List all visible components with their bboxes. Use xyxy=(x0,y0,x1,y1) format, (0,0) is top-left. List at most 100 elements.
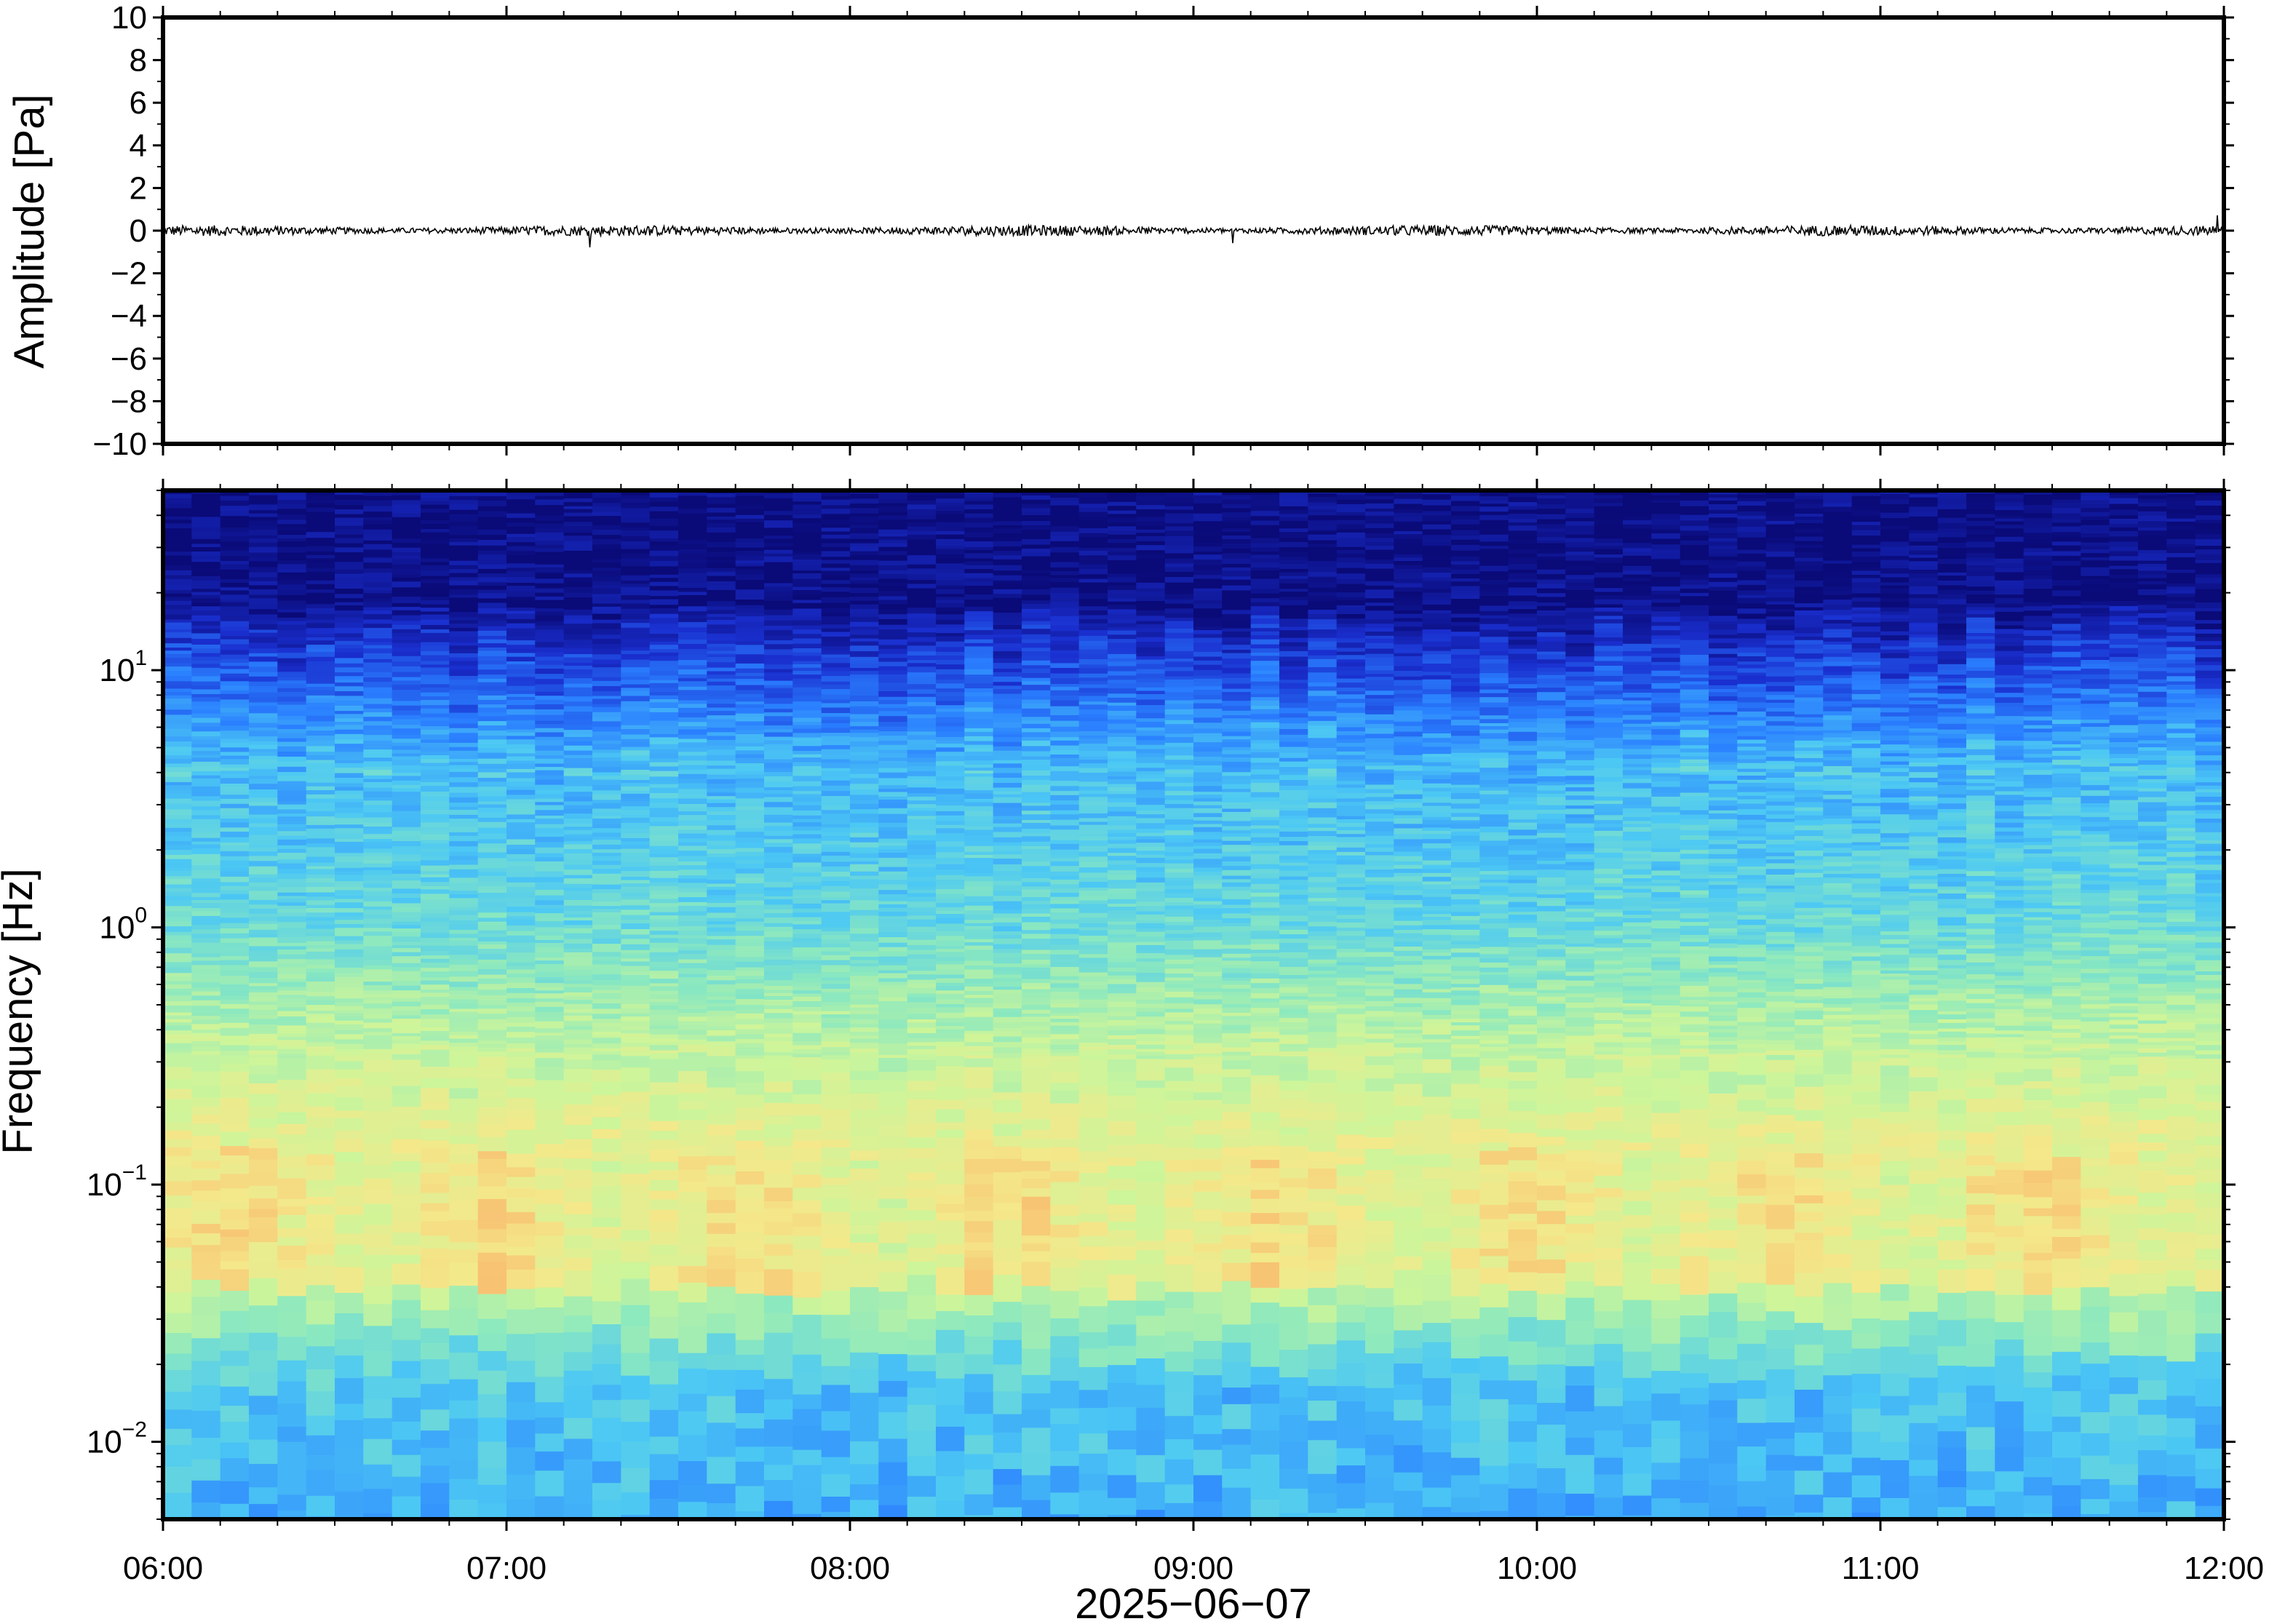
spectrogram-cell xyxy=(563,797,593,803)
spectrogram-cell xyxy=(936,1099,966,1110)
spectrogram-cell xyxy=(306,1032,335,1038)
spectrogram-cell xyxy=(678,943,708,948)
spectrogram-cell xyxy=(735,1051,765,1056)
spectrogram-cell xyxy=(878,506,908,512)
spectrogram-cell xyxy=(850,584,880,589)
spectrogram-cell xyxy=(220,599,250,603)
spectrogram-cell xyxy=(850,867,880,872)
spectrogram-cell xyxy=(220,631,250,637)
spectrogram-cell xyxy=(163,1025,193,1031)
spectrogram-cell xyxy=(506,551,536,556)
spectrogram-cell xyxy=(993,896,1022,902)
spectrogram-cell xyxy=(878,1055,908,1059)
spectrogram-cell xyxy=(964,1097,994,1110)
spectrogram-cell xyxy=(821,1027,851,1035)
spectrogram-cell xyxy=(220,1422,250,1444)
spectrogram-cell xyxy=(878,700,908,705)
spectrogram-cell xyxy=(249,1278,279,1307)
spectrogram-cell xyxy=(506,1167,536,1178)
spectrogram-cell xyxy=(163,1019,193,1023)
spectrogram-cell xyxy=(792,872,822,877)
spectrogram-cell xyxy=(850,668,880,672)
spectrogram-cell xyxy=(764,971,794,976)
spectrogram-cell xyxy=(335,994,365,1000)
spectrogram-cell xyxy=(392,1024,421,1031)
spectrogram-cell xyxy=(678,1254,708,1267)
spectrogram-cell xyxy=(220,1086,250,1099)
spectrogram-cell xyxy=(707,1135,736,1145)
spectrogram-cell xyxy=(649,682,679,689)
spectrogram-cell xyxy=(649,784,679,789)
spectrogram-cell xyxy=(878,1049,908,1056)
spectrogram-cell xyxy=(535,687,565,693)
spectrogram-cell xyxy=(707,1457,736,1484)
spectrogram-cell xyxy=(936,999,966,1005)
spectrogram-cell xyxy=(535,963,565,970)
spectrogram-cell xyxy=(449,1249,479,1264)
spectrogram-cell xyxy=(506,849,536,855)
spectrogram-cell xyxy=(936,538,966,544)
spectrogram-cell xyxy=(421,871,450,875)
spectrogram-cell xyxy=(792,551,822,555)
spectrogram-cell xyxy=(649,641,679,645)
spectrogram-cell xyxy=(707,576,736,582)
spectrogram-cell xyxy=(735,1461,765,1487)
spectrogram-cell xyxy=(535,828,565,835)
spectrogram-cell xyxy=(649,511,679,516)
spectrogram-cell xyxy=(449,1154,479,1164)
spectrogram-cell xyxy=(563,1054,593,1061)
spectrogram-cell xyxy=(421,532,450,538)
spectrogram-cell xyxy=(392,1299,421,1319)
spectrogram-cell xyxy=(621,844,651,850)
spectrogram-cell xyxy=(220,639,250,645)
spectrogram-cell xyxy=(907,504,937,510)
spectrogram-cell xyxy=(907,877,937,883)
spectrogram-cell xyxy=(850,538,880,544)
spectrogram-cell xyxy=(735,792,765,800)
spectrogram-cell xyxy=(735,781,765,789)
spectrogram-cell xyxy=(363,974,393,979)
spectrogram-cell xyxy=(592,803,622,810)
spectrogram-cell xyxy=(821,965,851,970)
spectrogram-cell xyxy=(392,504,421,509)
spectrogram-cell xyxy=(163,1208,193,1217)
spectrogram-cell xyxy=(592,721,622,728)
spectrogram-cell xyxy=(907,1247,937,1262)
spectrogram-cell xyxy=(592,1208,622,1219)
spectrogram-cell xyxy=(163,698,193,705)
spectrogram-cell xyxy=(249,535,279,539)
spectrogram-cell xyxy=(163,888,193,893)
spectrogram-cell xyxy=(964,1336,994,1356)
spectrogram-cell xyxy=(878,499,908,504)
spectrogram-cell xyxy=(563,1000,593,1005)
spectrogram-cell xyxy=(249,681,279,687)
spectrogram-cell xyxy=(392,690,421,695)
spectrogram-cell xyxy=(907,1404,937,1432)
spectrogram-cell xyxy=(449,934,479,939)
spectrogram-cell xyxy=(335,877,365,882)
spectrogram-cell xyxy=(563,841,593,845)
spectrogram-cell xyxy=(563,674,593,679)
spectrogram-cell xyxy=(621,1468,651,1493)
spectrogram-cell xyxy=(249,731,279,737)
spectrogram-cell xyxy=(506,1235,536,1248)
spectrogram-cell xyxy=(621,1326,651,1354)
spectrogram-cell xyxy=(163,1237,193,1249)
spectrogram-cell xyxy=(707,1396,736,1424)
spectrogram-cell xyxy=(821,632,851,637)
spectrogram-cell xyxy=(191,873,221,880)
spectrogram-cell xyxy=(764,822,794,827)
spectrogram-cell xyxy=(535,528,565,533)
spectrogram-cell xyxy=(907,514,937,520)
spectrogram-cell xyxy=(306,936,335,942)
spectrogram-cell xyxy=(936,1162,966,1171)
spectrogram-cell xyxy=(936,688,966,693)
spectrogram-cell xyxy=(993,648,1022,652)
spectrogram-cell xyxy=(707,825,736,831)
spectrogram-cell xyxy=(964,811,994,817)
spectrogram-cell xyxy=(306,541,335,547)
spectrogram-cell xyxy=(850,847,880,854)
spectrogram-cell xyxy=(220,933,250,939)
spectrogram-cell xyxy=(249,542,279,548)
spectrogram-cell xyxy=(678,883,708,889)
